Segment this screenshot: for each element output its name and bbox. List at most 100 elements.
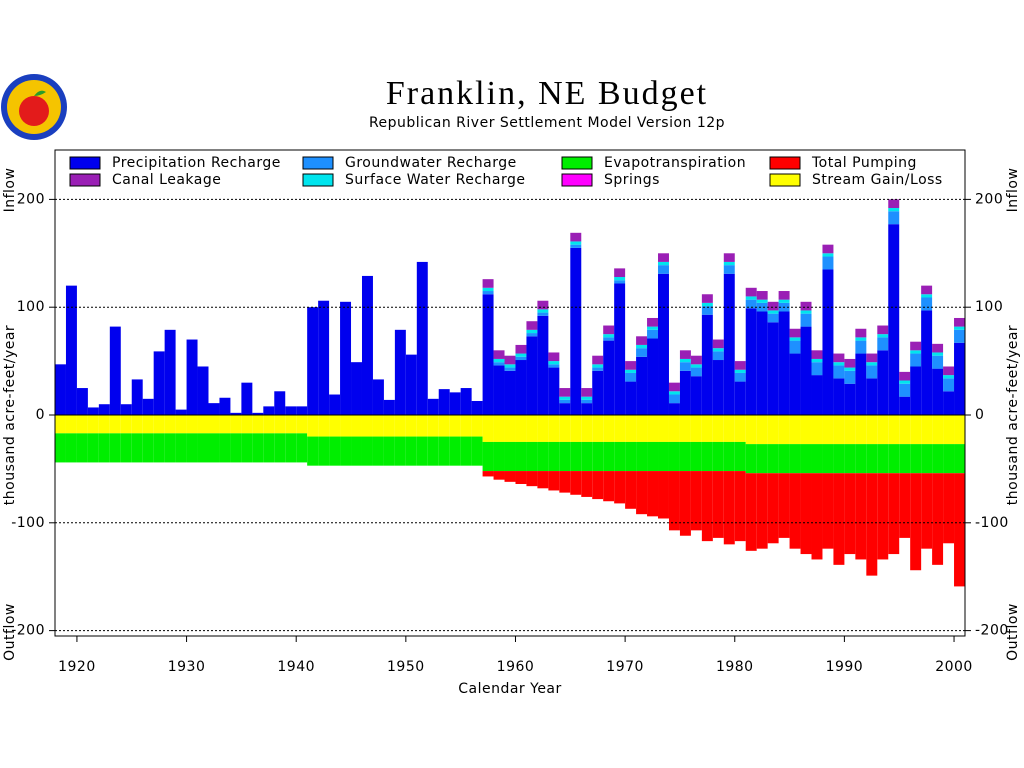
bar-segment (636, 441, 648, 472)
bar-segment (625, 369, 637, 373)
bar-segment (285, 406, 297, 415)
legend-swatch (69, 156, 101, 170)
bar-segment (515, 344, 527, 354)
bar-segment (899, 383, 911, 397)
bar-segment (690, 415, 702, 442)
bar-segment (416, 436, 428, 466)
bar-segment (833, 444, 845, 474)
bar-segment (636, 415, 648, 442)
bar-segment (197, 433, 209, 463)
bar-segment (712, 351, 724, 361)
y-tick-label: 0 (36, 407, 45, 423)
outflow-label: Outflow (2, 603, 18, 661)
bar-segment (274, 391, 286, 415)
bar-segment (811, 444, 823, 474)
bar-segment (690, 364, 702, 368)
bar-segment (526, 441, 538, 472)
bar-segment (745, 296, 757, 300)
bar-segment (482, 279, 494, 288)
bar-segment (504, 355, 516, 365)
bar-segment (263, 433, 275, 463)
bar-segment (844, 358, 856, 368)
bar-segment (910, 353, 922, 367)
bar-segment (701, 294, 713, 303)
bar-segment (833, 353, 845, 363)
bar-segment (658, 441, 669, 472)
bar-segment (734, 415, 746, 442)
bar-segment (76, 388, 88, 415)
bar-segment (427, 398, 439, 415)
bar-segment (175, 415, 187, 434)
bar-segment (537, 309, 549, 313)
bar-segment (888, 211, 900, 225)
bar-segment (800, 313, 812, 327)
bar-segment (636, 336, 648, 345)
bar-segment (899, 415, 911, 445)
bar-segment (625, 361, 637, 370)
bar-segment (855, 340, 867, 354)
bar-segment (614, 268, 626, 278)
bar-segment (910, 350, 922, 354)
y-tick-label: -200 (11, 623, 45, 639)
bar-segment (855, 337, 867, 341)
x-tick-label: 1960 (497, 659, 535, 675)
bar-segment (767, 322, 779, 415)
bar-segment (778, 415, 790, 445)
bar-segment (592, 367, 604, 371)
bar-segment (515, 360, 527, 415)
inflow-label-right: Inflow (1005, 168, 1021, 213)
bar-segment (559, 396, 571, 400)
bar-segment (877, 350, 889, 415)
bar-segment (943, 378, 955, 392)
bar-segment (329, 436, 341, 466)
bar-segment (603, 471, 615, 502)
bar-segment (153, 415, 165, 434)
bar-segment (679, 358, 691, 363)
bar-segment (943, 391, 955, 415)
bar-segment (230, 415, 242, 434)
legend-swatch (302, 173, 334, 187)
bar-segment (943, 415, 955, 445)
bar-segment (186, 339, 198, 415)
x-tick-label: 2000 (935, 659, 973, 675)
bar-segment (690, 355, 702, 365)
bar-segment (888, 415, 900, 445)
bar-segment (548, 471, 560, 491)
bar-segment (570, 244, 582, 248)
bar-segment (175, 433, 187, 463)
bar-segment (888, 224, 900, 415)
bar-segment (668, 382, 680, 392)
x-tick-label: 1950 (387, 659, 425, 675)
bar-segment (175, 409, 187, 415)
y-tick-label: 100 (17, 299, 45, 315)
bar-segment (274, 433, 286, 463)
bar-segment (504, 370, 516, 415)
legend-swatch (69, 173, 101, 187)
bar-segment (658, 265, 669, 274)
plot-frame (54, 149, 966, 637)
bar-segment (701, 471, 713, 542)
legend-label: Springs (604, 172, 660, 188)
bar-segment (581, 415, 593, 442)
bar-segment (131, 379, 143, 415)
bar-segment (471, 415, 483, 437)
bar-segment (548, 367, 560, 415)
bar-segment (833, 365, 845, 379)
bar-segment (932, 343, 944, 353)
bar-segment (844, 444, 856, 474)
bar-segment (383, 399, 395, 415)
bar-segment (296, 415, 308, 434)
bar-segment (76, 415, 88, 434)
bar-segment (734, 441, 746, 472)
bar-segment (592, 370, 604, 415)
x-tick-label: 1980 (716, 659, 754, 675)
bar-segment (537, 315, 549, 415)
bar-segment (811, 415, 823, 445)
bar-segment (932, 368, 944, 415)
outflow-label-right: Outflow (1005, 603, 1021, 661)
bar-segment (537, 471, 549, 489)
bar-segment (701, 415, 713, 442)
bar-segment (943, 375, 955, 379)
bar-segment (745, 308, 757, 415)
bar-segment (899, 396, 911, 415)
